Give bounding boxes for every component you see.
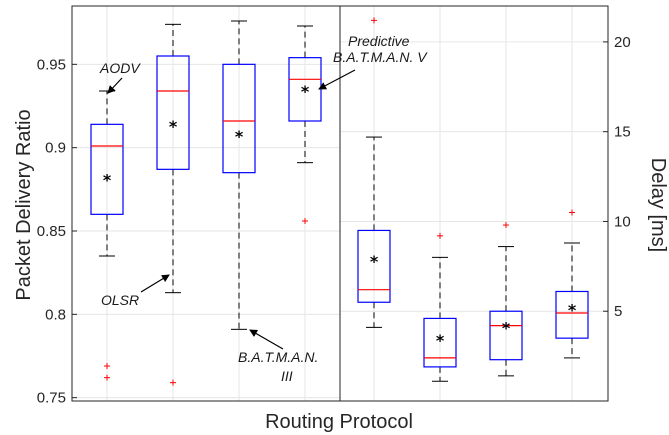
annotation-predictive-line1: Predictive xyxy=(348,33,410,49)
outlier-marker-1 xyxy=(104,363,110,369)
outlier-marker-1 xyxy=(437,232,443,239)
iqr-box xyxy=(222,63,256,174)
pdr-box-2: * xyxy=(156,23,190,386)
y-axis-label-right: Delay [ms] xyxy=(647,158,669,252)
annotation-predictive-line2: B.A.T.M.A.N. V xyxy=(333,49,428,65)
mean-marker: * xyxy=(370,252,379,271)
pdr-box-3: * xyxy=(222,20,256,330)
annotation-olsr: OLSR xyxy=(101,292,139,308)
tick-label-right-1: 10 xyxy=(614,213,631,230)
iqr-box xyxy=(423,317,457,368)
mean-marker: * xyxy=(301,82,310,101)
pdr-box-1: * xyxy=(90,90,124,381)
mean-marker: * xyxy=(568,300,577,319)
tick-label-left-1: 0.8 xyxy=(45,306,66,323)
iqr-box xyxy=(156,55,190,170)
pdr-box-4: * xyxy=(288,25,322,224)
outlier-marker-1 xyxy=(569,209,575,216)
pdr-boxes: * * * * xyxy=(90,20,322,386)
axes-frame xyxy=(71,5,609,402)
arrow-olsr xyxy=(140,274,170,293)
mean-marker: * xyxy=(103,170,112,189)
tick-label-right-3: 20 xyxy=(614,34,631,51)
grid-lines xyxy=(72,6,608,401)
iqr-box xyxy=(90,123,124,215)
delay-box-4: * xyxy=(555,209,589,359)
mean-marker: * xyxy=(169,117,178,136)
arrow-batman-iii xyxy=(249,329,284,350)
outlier-marker-1 xyxy=(170,379,176,386)
tick-label-right-2: 15 xyxy=(614,124,631,141)
arrow-aodv xyxy=(107,77,123,94)
delay-box-3: * xyxy=(489,222,523,377)
annotation-aodv: AODV xyxy=(99,60,141,76)
mean-marker: * xyxy=(235,127,244,146)
x-axis-label: Routing Protocol xyxy=(265,411,413,433)
outlier-marker-1 xyxy=(371,17,377,24)
delay-boxes: * * * * xyxy=(357,17,589,382)
tick-label-left-0: 0.75 xyxy=(37,390,66,407)
tick-label-left-3: 0.9 xyxy=(45,140,66,157)
tick-label-left-4: 0.95 xyxy=(37,56,66,73)
mean-marker: * xyxy=(502,318,511,337)
mean-marker: * xyxy=(436,331,445,350)
iqr-box xyxy=(357,229,391,303)
delay-box-2: * xyxy=(423,232,457,382)
tick-label-left-2: 0.85 xyxy=(37,223,66,240)
annotation-batman-iii-line2: III xyxy=(281,368,293,384)
y-axis-label-left: Packet Delivery Ratio xyxy=(13,109,35,300)
outlier-marker-1 xyxy=(302,218,308,224)
iqr-box xyxy=(555,290,589,339)
tick-labels: 0.75 0.8 0.85 0.9 0.95 5 10 15 20 xyxy=(37,34,631,407)
outlier-marker-1 xyxy=(503,222,509,229)
annotation-arrows xyxy=(107,69,356,350)
arrow-predictive xyxy=(318,69,356,90)
delay-box-1: * xyxy=(357,17,391,328)
annotations: AODV OLSR B.A.T.M.A.N. III Predictive B.… xyxy=(99,33,428,384)
outlier-marker-2 xyxy=(104,374,110,381)
iqr-box xyxy=(489,310,523,361)
tick-label-right-0: 5 xyxy=(614,303,622,320)
annotation-batman-iii-line1: B.A.T.M.A.N. xyxy=(238,349,318,365)
